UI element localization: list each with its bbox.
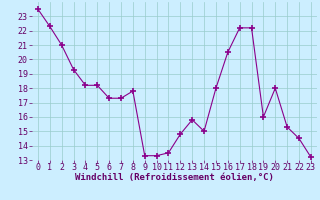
X-axis label: Windchill (Refroidissement éolien,°C): Windchill (Refroidissement éolien,°C) [75, 173, 274, 182]
